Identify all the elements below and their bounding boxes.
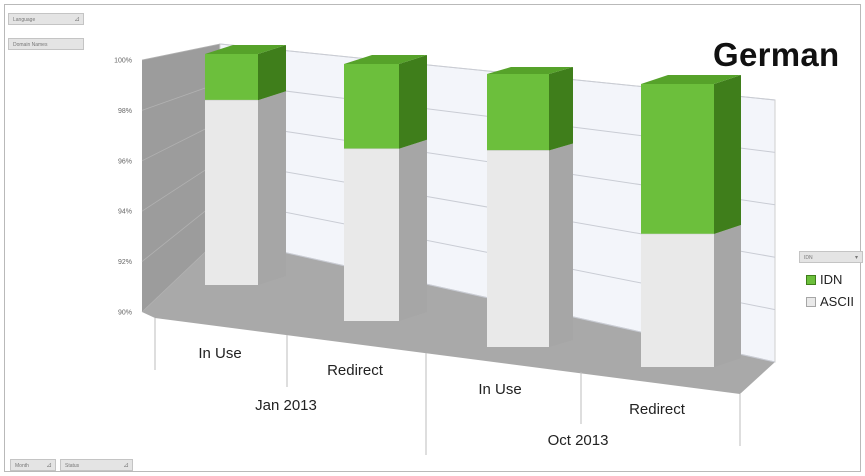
bar-ascii-segment: [344, 148, 399, 321]
bar-idn-segment: [641, 84, 714, 234]
bar-4: [641, 75, 741, 367]
x-category-label: Redirect: [629, 401, 686, 418]
legend-item-idn: IDN: [806, 272, 842, 288]
x-category-label: In Use: [198, 345, 241, 362]
side-gridline: [141, 43, 221, 61]
bar-idn-segment: [205, 54, 258, 101]
bar-2: [344, 55, 427, 321]
bar-ascii-side: [258, 91, 286, 285]
bar-idn-segment: [344, 64, 399, 149]
domain-names-field-label: Domain Names: [13, 42, 48, 48]
legend-label-idn: IDN: [820, 272, 843, 287]
status-field-button[interactable]: Status ⊿: [60, 459, 133, 471]
chart-floor: [142, 238, 775, 394]
chart-title: German: [713, 36, 840, 73]
y-tick-label: 96%: [118, 158, 132, 165]
legend-label-ascii: ASCII: [820, 294, 854, 309]
side-wall: [142, 44, 220, 312]
bar-idn-top: [641, 75, 741, 84]
month-field-label: Month: [15, 463, 29, 469]
bar-ascii-side: [399, 139, 427, 321]
bar-ascii-side: [549, 143, 573, 347]
legend-field-button[interactable]: IDN ▾: [799, 251, 863, 263]
bar-3: [487, 67, 573, 347]
bar-idn-side: [549, 67, 573, 151]
bar-idn-top: [205, 45, 286, 54]
bar-ascii-segment: [205, 100, 258, 285]
language-field-label: Language: [13, 17, 36, 23]
x-category-label: In Use: [478, 381, 521, 398]
chevron-down-icon: ▾: [854, 255, 858, 261]
bar-idn-segment: [487, 74, 549, 151]
filter-icon: ⊿: [74, 16, 80, 23]
status-field-label: Status: [65, 463, 80, 469]
bar-ascii-side: [714, 224, 741, 367]
legend-swatch-ascii: [806, 297, 816, 307]
bar-idn-top: [344, 55, 427, 64]
filter-icon: ⊿: [46, 462, 52, 469]
y-tick-label: 100%: [114, 58, 132, 65]
legend-field-label: IDN: [804, 255, 813, 261]
month-field-button[interactable]: Month ⊿: [10, 459, 56, 471]
x-category-label: Redirect: [327, 362, 384, 379]
bar-idn-top: [487, 67, 573, 74]
bar-1: [205, 45, 286, 285]
bar-ascii-segment: [641, 233, 714, 367]
language-field-button[interactable]: Language ⊿: [8, 13, 84, 25]
x-group-label: Oct 2013: [548, 432, 609, 449]
y-tick-label: 90%: [118, 310, 132, 317]
filter-icon: ⊿: [123, 462, 129, 469]
bar-idn-side: [399, 55, 427, 149]
domain-names-field-button[interactable]: Domain Names: [8, 38, 84, 50]
bar-ascii-segment: [487, 150, 549, 347]
y-tick-label: 94%: [118, 209, 132, 216]
chart-frame: [4, 4, 861, 472]
y-tick-label: 92%: [118, 259, 132, 266]
bar-idn-side: [714, 75, 741, 234]
legend-swatch-idn: [806, 275, 816, 285]
legend-item-ascii: ASCII: [806, 294, 854, 310]
bar-idn-side: [258, 45, 286, 101]
x-group-label: Jan 2013: [255, 397, 317, 414]
y-tick-label: 98%: [118, 108, 132, 115]
